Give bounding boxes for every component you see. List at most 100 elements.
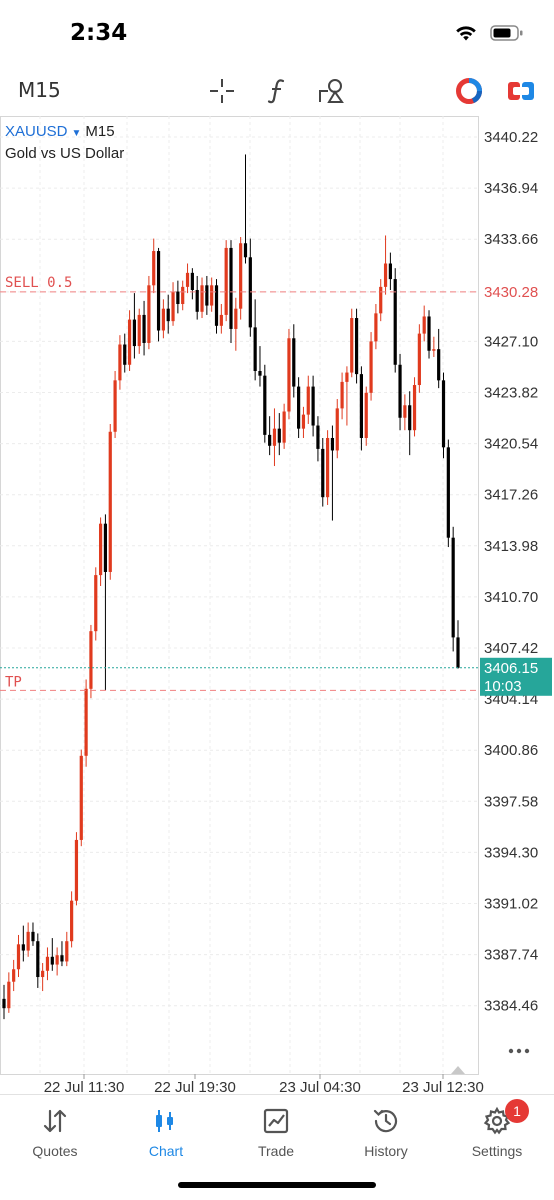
- y-tick-label: 3440.22: [484, 129, 538, 146]
- y-tick-label: 3413.98: [484, 538, 538, 555]
- timeframe-button[interactable]: M15: [18, 78, 61, 102]
- candle-body: [456, 637, 460, 668]
- candle-body: [330, 437, 335, 451]
- tab-history[interactable]: History: [336, 1105, 436, 1165]
- candle-body: [253, 327, 257, 372]
- candle-body: [316, 425, 320, 449]
- more-button[interactable]: [504, 1036, 534, 1066]
- tab-label: Quotes: [32, 1143, 78, 1159]
- quotes-icon: [43, 1109, 67, 1133]
- candle-body: [12, 969, 16, 982]
- candle-body: [263, 375, 267, 435]
- candle-body: [200, 285, 204, 312]
- symbol-info: XAUUSD ▼ M15 Gold vs US Dollar: [5, 122, 124, 164]
- candle-body: [31, 931, 35, 942]
- candle-body: [432, 349, 436, 351]
- candlestick-chart[interactable]: 3440.22 3436.94 3433.66 3430.28 3427.10 3423.…: [0, 116, 554, 1094]
- tab-settings[interactable]: Settings 1: [447, 1099, 547, 1165]
- y-tick-label: 3420.54: [484, 436, 538, 453]
- candle-body: [282, 411, 286, 443]
- candle-body: [335, 408, 339, 451]
- candle-body: [181, 286, 185, 305]
- chart-icon: [156, 1110, 173, 1132]
- candle-body: [340, 381, 344, 409]
- candle-body: [65, 941, 69, 962]
- candle-body: [113, 380, 117, 432]
- candle-body: [98, 523, 103, 576]
- candle-body: [446, 447, 450, 538]
- sell-price-label: 3430.28: [484, 284, 538, 301]
- candle-body: [171, 291, 175, 322]
- candle-body: [89, 631, 93, 689]
- candle-body: [243, 243, 248, 258]
- candle-body: [437, 349, 441, 381]
- candle-body: [277, 428, 281, 443]
- candle-body: [210, 285, 214, 306]
- candle-body: [403, 405, 407, 418]
- candle-body: [417, 333, 421, 386]
- candle-body: [325, 437, 330, 498]
- symbol-dropdown-icon[interactable]: ▼: [71, 128, 82, 139]
- symbol-name[interactable]: XAUUSD: [5, 123, 68, 140]
- candle-body: [185, 272, 190, 287]
- candle-body: [2, 998, 6, 1009]
- notification-badge: 1: [505, 1099, 529, 1123]
- candle-body: [7, 981, 11, 1009]
- sell-price-tag: [479, 281, 554, 302]
- candle-body: [161, 308, 165, 331]
- crosshair-button[interactable]: [205, 74, 239, 108]
- candle-body: [108, 431, 112, 572]
- candle-body: [205, 285, 209, 306]
- candle-body: [359, 374, 364, 438]
- candle-body: [190, 272, 194, 290]
- candle-body: [74, 839, 79, 901]
- tab-quotes[interactable]: Quotes: [5, 1105, 105, 1165]
- objects-button[interactable]: [314, 74, 348, 108]
- candle-body: [103, 523, 108, 572]
- tab-label: Chart: [148, 1143, 184, 1159]
- y-tick-label: 3384.46: [484, 998, 538, 1015]
- candle-body: [321, 448, 325, 498]
- candle-body: [272, 428, 277, 446]
- plot-border: [0, 116, 479, 1075]
- color-scheme-button[interactable]: [452, 74, 486, 108]
- candle-body: [70, 900, 74, 942]
- indicators-button[interactable]: [260, 74, 294, 108]
- candle-body: [55, 955, 59, 965]
- candle-body: [219, 314, 223, 326]
- tab-chart[interactable]: Chart: [116, 1105, 216, 1165]
- y-tick-label: 3394.30: [484, 844, 538, 861]
- tab-trade[interactable]: Trade: [226, 1105, 326, 1165]
- function-icon: [267, 79, 285, 104]
- candle-body: [21, 944, 25, 951]
- candle-body: [301, 414, 306, 429]
- chart-timeframe: M15: [85, 123, 115, 140]
- candle-body: [374, 313, 378, 342]
- battery-icon: [490, 25, 523, 41]
- candle-body: [166, 308, 170, 322]
- candle-body: [147, 285, 151, 343]
- status-bar: 2:34: [0, 0, 554, 66]
- crosshair-icon: [210, 79, 234, 103]
- candle-body: [195, 289, 199, 312]
- history-icon: [373, 1109, 398, 1133]
- symbol-description: Gold vs US Dollar: [5, 145, 125, 162]
- candle-body: [441, 380, 446, 448]
- candle-body: [41, 970, 45, 978]
- candle-body: [364, 392, 368, 438]
- y-tick-label: 3400.86: [484, 742, 538, 759]
- candle-body: [152, 251, 156, 286]
- tab-label: Settings: [471, 1143, 523, 1159]
- candle-body: [142, 314, 146, 343]
- y-tick-label: 3410.70: [484, 589, 538, 606]
- candle-body: [234, 308, 238, 329]
- chart-area[interactable]: 3440.22 3436.94 3433.66 3430.28 3427.10 3423.…: [0, 116, 554, 1094]
- y-tick-label: 3423.82: [484, 385, 538, 402]
- chart-shift-marker: [451, 1066, 465, 1074]
- new-order-button[interactable]: [504, 74, 538, 108]
- candle-body: [297, 386, 301, 429]
- y-tick-label: 3387.74: [484, 947, 538, 964]
- candle-body: [258, 371, 262, 376]
- x-tick-label: 22 Jul 19:30: [154, 1079, 236, 1094]
- y-tick-label: 3436.94: [484, 180, 538, 197]
